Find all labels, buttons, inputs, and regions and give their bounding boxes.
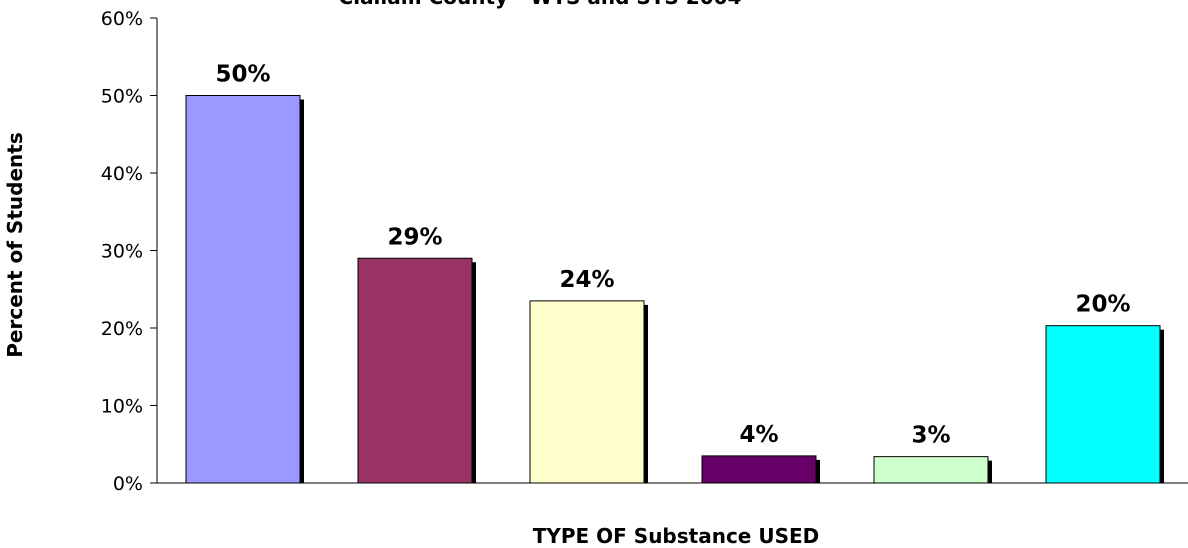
bar-data-label: 24% bbox=[559, 267, 614, 293]
y-tick-label: 30% bbox=[101, 241, 143, 263]
y-tick-label: 40% bbox=[101, 163, 143, 185]
chart-title: Clallam County - WTS and STS 2004 bbox=[339, 0, 742, 9]
bar bbox=[1045, 325, 1161, 484]
y-tick-label: 0% bbox=[113, 473, 143, 495]
bar bbox=[701, 455, 817, 484]
bar bbox=[185, 95, 301, 484]
bar-data-label: 4% bbox=[739, 422, 778, 448]
y-tick-label: 50% bbox=[101, 86, 143, 108]
bar-data-label: 20% bbox=[1075, 292, 1130, 318]
bars bbox=[185, 95, 1164, 484]
y-tick-label: 20% bbox=[101, 318, 143, 340]
bar bbox=[357, 257, 473, 484]
bar bbox=[873, 456, 989, 484]
y-tick-label: 60% bbox=[101, 8, 143, 30]
data-labels: 50% 29% 24% 4% 3% 20% bbox=[215, 62, 1130, 449]
y-axis-title: Percent of Students bbox=[3, 132, 27, 357]
bar-data-label: 3% bbox=[911, 423, 950, 449]
bar-data-label: 29% bbox=[387, 224, 442, 250]
y-axis: 0% 10% 20% 30% 40% 50% 60% bbox=[101, 8, 1188, 495]
x-axis-title: TYPE OF Substance USED bbox=[533, 524, 819, 548]
bar bbox=[529, 300, 645, 484]
bar-data-label: 50% bbox=[215, 62, 270, 88]
y-tick-label: 10% bbox=[101, 396, 143, 418]
